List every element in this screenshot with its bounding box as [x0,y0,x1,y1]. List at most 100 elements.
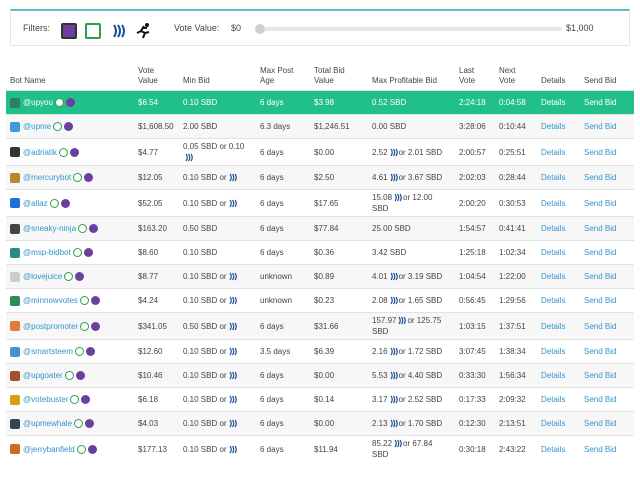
cell: Details [537,411,580,436]
steem-icon [229,199,237,208]
details-link[interactable]: Details [541,296,566,305]
slider-max: $1,000 [566,23,594,33]
cell: 0:56:45 [455,288,495,313]
cell: @minnowvotes [6,288,134,313]
bot-name[interactable]: @lovejuice [23,272,63,281]
cell-text: 0:28:44 [499,173,526,182]
send-bid-link[interactable]: Send Bid [584,122,617,131]
bot-name[interactable]: @mercurybot [23,173,72,182]
details-link[interactable]: Details [541,419,566,428]
send-bid-link[interactable]: Send Bid [584,98,617,107]
details-link[interactable]: Details [541,248,566,257]
verified-badge [69,147,79,157]
slider-knob[interactable] [255,24,265,34]
dollar-filter[interactable] [85,23,101,39]
verified-filter[interactable] [61,23,77,39]
cell: 2:02:03 [455,165,495,190]
send-bid-link[interactable]: Send Bid [584,198,617,208]
cell-text: 6 days [260,395,284,404]
bot-name[interactable]: @upme [23,122,52,131]
bot-name[interactable]: @allaz [23,198,48,208]
send-bid-link[interactable]: Send Bid [584,173,617,182]
send-bid-link[interactable]: Send Bid [584,419,617,428]
cell: @upmewhale [6,411,134,436]
cell-text: 25.00 SBD [372,224,411,233]
bot-name[interactable]: @adriatik [23,147,57,157]
send-bid-link[interactable]: Send Bid [584,296,617,305]
send-bid-link[interactable]: Send Bid [584,444,617,454]
bot-row: @msp-bidbot $8.60 0.10 SBD 6 days $0.36 3.42 … [6,240,634,265]
bot-row: @upgoater $10.46 0.10 SBD or 6 days $0.00 5.5… [6,363,634,388]
cell: @smartsteem [6,339,134,364]
avatar [10,394,20,405]
details-link[interactable]: Details [541,98,566,107]
avatar [10,198,20,209]
cell-text: 2:00:20 [459,198,486,208]
dollar-badge [74,419,84,429]
bot-name[interactable]: @upmewhale [23,419,73,428]
cell: $8.60 [134,240,179,265]
cell: $1,608.50 [134,114,179,139]
bot-name[interactable]: @msp-bidbot [23,248,71,257]
cell: 6 days [256,240,310,265]
slider-track [256,27,562,31]
details-link[interactable]: Details [541,272,566,281]
bot-name[interactable]: @jerrybanfield [23,444,75,454]
bot-name[interactable]: @votebuster [23,395,69,404]
bot-name[interactable]: @sneaky-ninja [23,224,77,233]
cell: $0.00 [310,411,368,436]
cell: 6 days [256,90,310,115]
cell-text: 6 days [260,371,284,380]
send-bid-link[interactable]: Send Bid [584,248,617,257]
send-bid-link[interactable]: Send Bid [584,395,617,404]
send-bid-link[interactable]: Send Bid [584,272,617,281]
runner-filter[interactable] [135,23,151,39]
bot-name[interactable]: @minnowvotes [23,296,78,305]
bot-row: @allaz $52.05 0.10 SBD or 6 days $17.65 15.08… [6,189,634,217]
details-link[interactable]: Details [541,347,566,356]
bot-name[interactable]: @postpromoter [23,321,79,331]
column-label: Max Profitable Bid [372,76,437,85]
cell: $0.14 [310,387,368,412]
cell: @sneaky-ninja [6,216,134,241]
send-bid-link[interactable]: Send Bid [584,321,617,331]
verified-badge [84,173,94,183]
send-bid-link[interactable]: Send Bid [584,347,617,356]
cell-text: $0.00 [314,371,335,380]
cell-text: 0.10 SBD [183,248,218,257]
cell: 0.50 SBD or [179,312,256,340]
bot-name[interactable]: @upyou [23,98,53,107]
verified-badge [87,444,97,454]
details-link[interactable]: Details [541,321,566,331]
verified-badge [60,198,70,208]
send-bid-link[interactable]: Send Bid [584,224,617,233]
bot-row: @jerrybanfield $177.13 0.10 SBD or 6 days $1… [6,435,634,462]
cell: 2.08 or 1.65 SBD [368,288,455,313]
send-bid-link[interactable]: Send Bid [584,371,617,380]
steem-filter[interactable] [111,23,127,39]
cell: Details [537,114,580,139]
filters-label: Filters: [23,23,50,33]
cell-text: $4.77 [138,147,159,157]
details-link[interactable]: Details [541,198,566,208]
cell: Send Bid [580,216,634,241]
details-link[interactable]: Details [541,147,566,157]
details-link[interactable]: Details [541,122,566,131]
cell-text: 0.10 SBD or [183,272,227,281]
cell-text: $0.23 [314,296,335,305]
cell: $3.98 [310,90,368,115]
bot-name[interactable]: @upgoater [23,371,63,380]
steem-icon [229,396,237,404]
bot-name[interactable]: @smartsteem [23,347,73,356]
details-link[interactable]: Details [541,395,566,404]
send-bid-link[interactable]: Send Bid [584,147,617,157]
details-link[interactable]: Details [541,224,566,233]
details-link[interactable]: Details [541,444,566,454]
cell-text: 0.05 SBD or 0.10 [183,142,245,151]
cell: 3:07:45 [455,339,495,364]
cell: $0.23 [310,288,368,313]
column-header: Send Bid [580,58,634,91]
cell-text: 0.00 SBD [372,122,407,131]
details-link[interactable]: Details [541,371,566,380]
details-link[interactable]: Details [541,173,566,182]
